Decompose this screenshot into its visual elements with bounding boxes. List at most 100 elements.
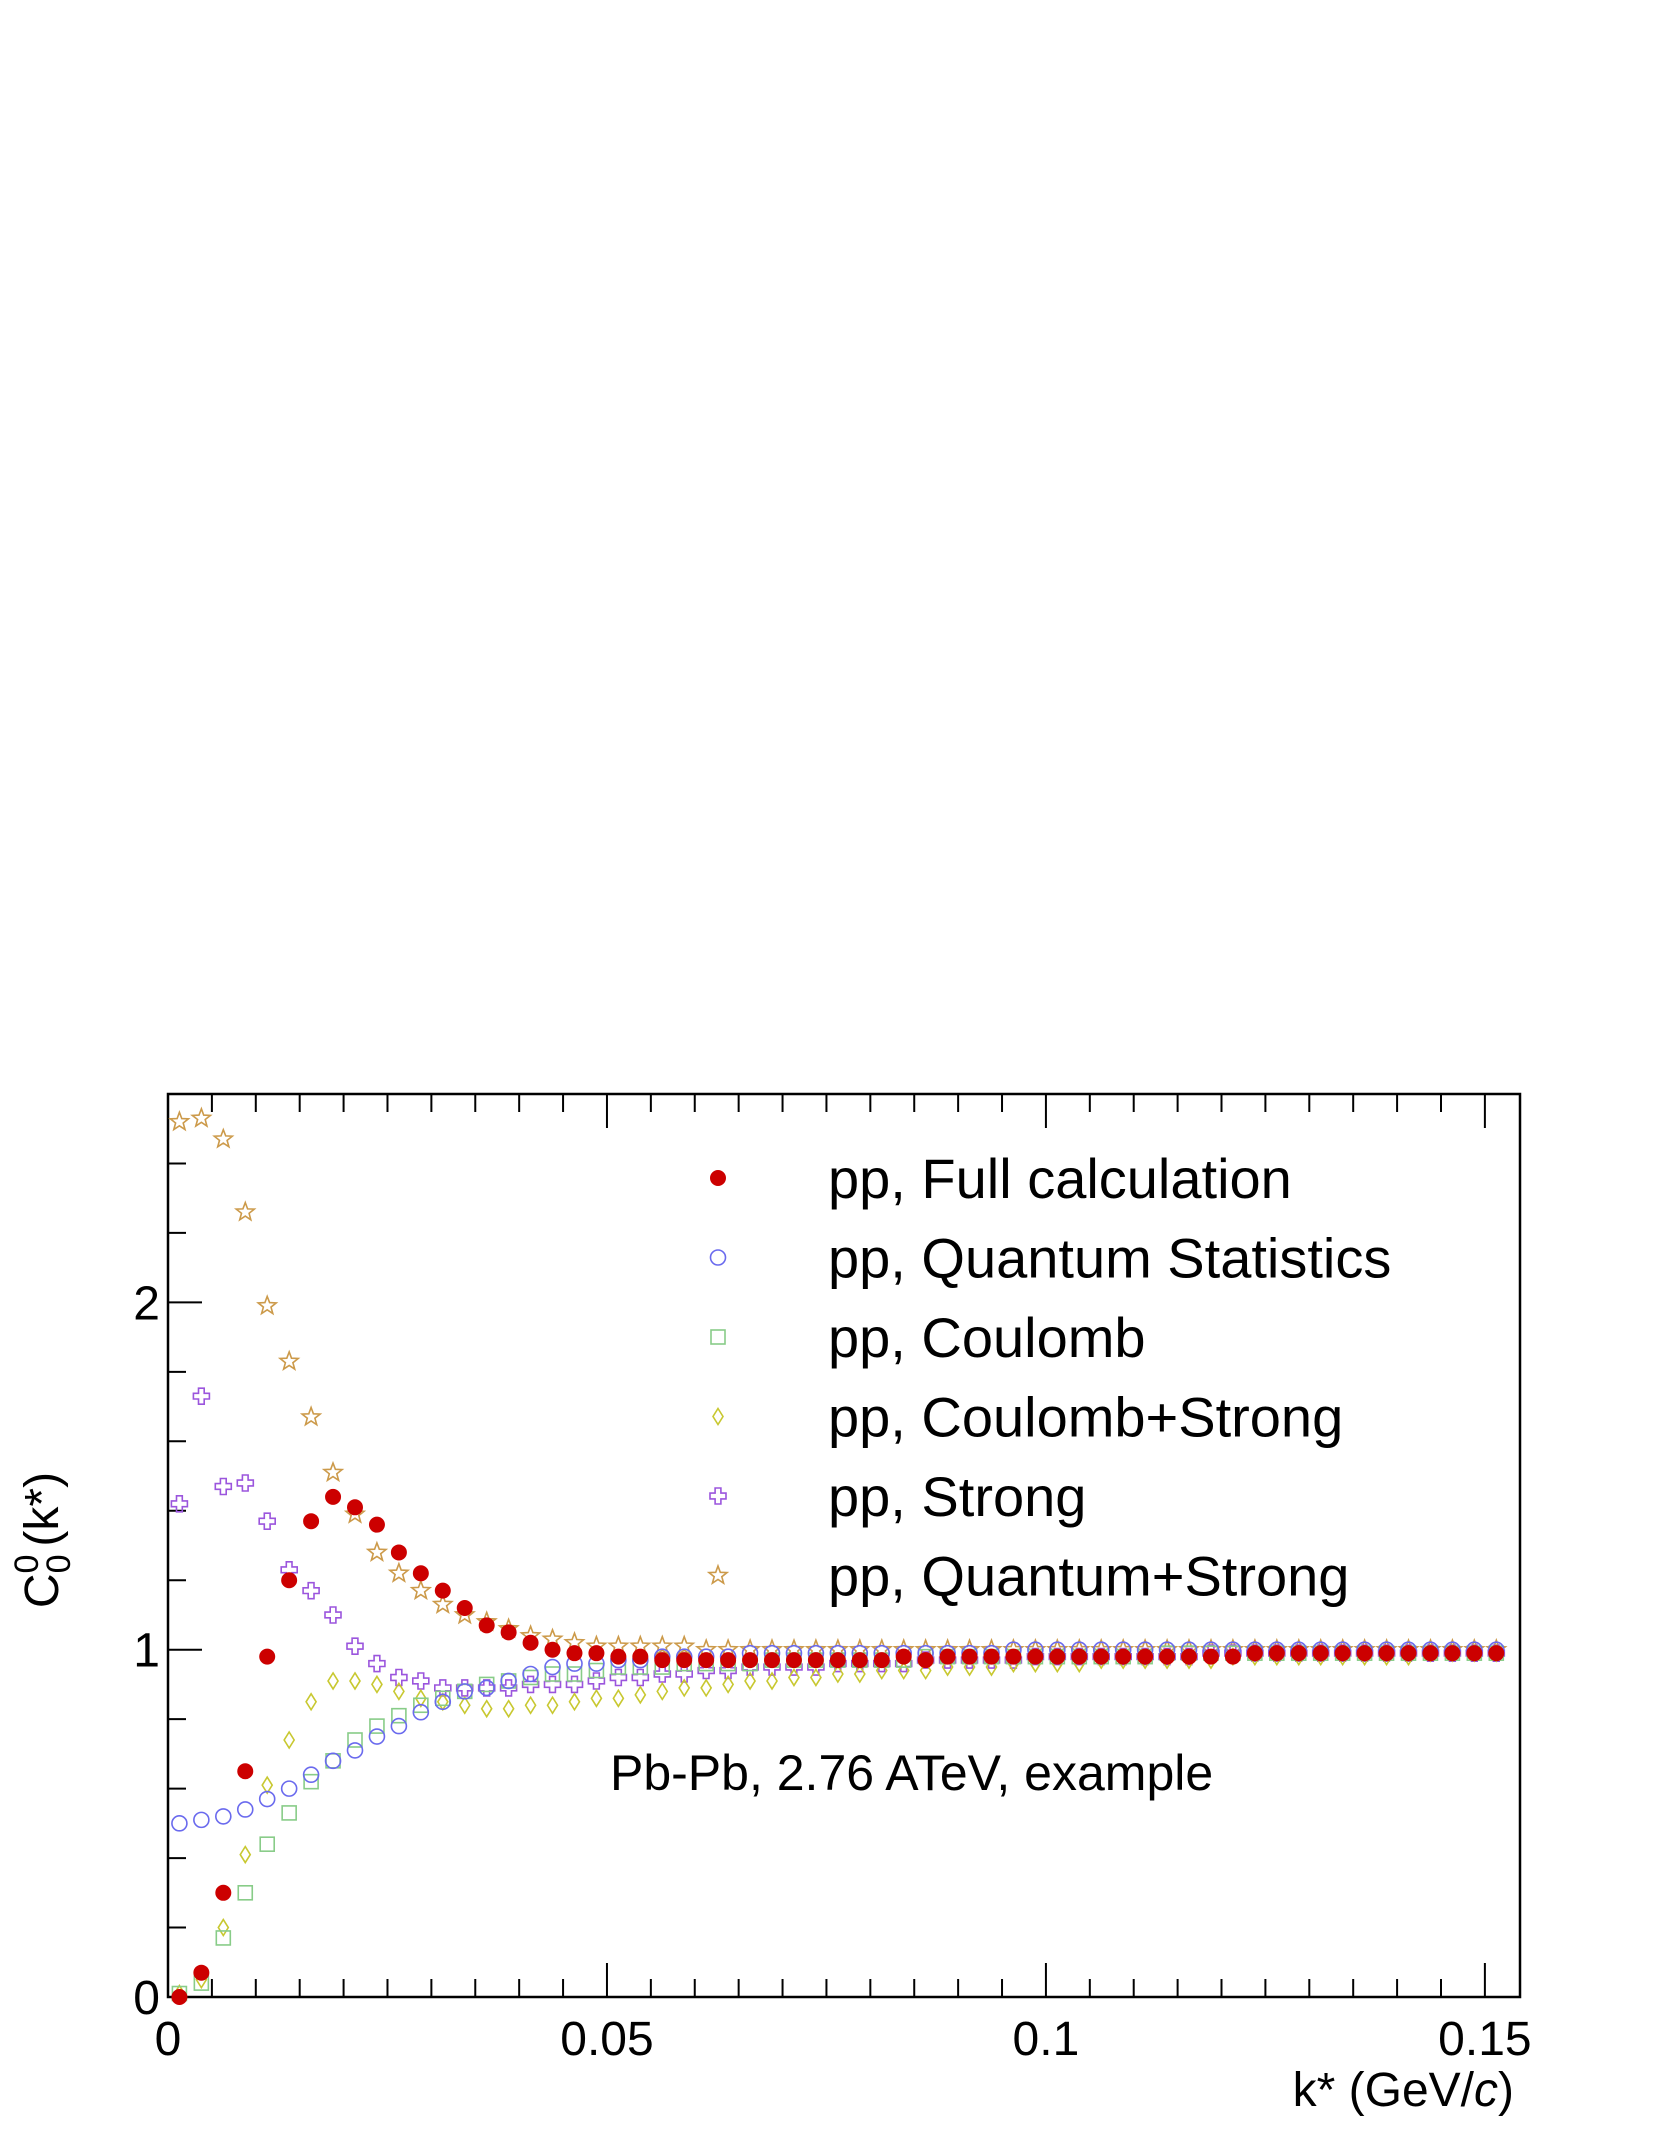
data-point [346, 1742, 364, 1759]
data-point [368, 1516, 385, 1533]
data-point [1268, 1645, 1285, 1662]
data-point [1312, 1645, 1329, 1662]
data-point [369, 1718, 385, 1734]
x-tick-label: 0.15 [1438, 2013, 1531, 2066]
data-point [302, 1581, 320, 1600]
data-point [873, 1652, 890, 1669]
data-point [256, 1294, 279, 1316]
data-point [215, 1884, 232, 1901]
data-point [588, 1645, 605, 1662]
data-point [1356, 1645, 1373, 1662]
data-point [853, 1664, 866, 1684]
data-point [522, 1665, 539, 1683]
data-point [766, 1671, 778, 1691]
data-point [299, 1405, 323, 1427]
y-tick-label: 1 [133, 1625, 160, 1678]
data-point [722, 1674, 735, 1694]
data-point [1422, 1645, 1439, 1662]
data-point [302, 1766, 320, 1784]
legend-marker [706, 1563, 730, 1586]
data-point [390, 1544, 407, 1561]
data-point [305, 1692, 318, 1712]
data-point [433, 1679, 452, 1697]
series-2 [171, 1645, 1505, 2002]
data-point [654, 1652, 671, 1669]
x-tick-label: 0.05 [560, 2013, 653, 2066]
data-point [478, 1617, 495, 1634]
data-point [324, 1606, 342, 1624]
legend-label: pp, Coulomb [828, 1306, 1146, 1369]
data-point [215, 1930, 232, 1946]
x-tick-label: 0.1 [1013, 2013, 1080, 2066]
data-point [1488, 1645, 1505, 1662]
data-point [281, 1805, 297, 1821]
legend-marker [710, 1329, 726, 1345]
data-point [612, 1688, 625, 1708]
data-point [434, 1582, 451, 1599]
data-point [303, 1773, 319, 1790]
data-point [1071, 1648, 1088, 1665]
data-point [431, 1592, 454, 1615]
data-point [565, 1675, 584, 1694]
plot-frame [166, 1092, 1522, 1999]
data-point [1115, 1648, 1132, 1665]
axis-ticks [167, 1093, 1486, 1998]
data-point [346, 1637, 364, 1655]
data-point [283, 1730, 296, 1750]
data-point [168, 1110, 191, 1132]
data-point [1005, 1648, 1022, 1665]
data-point [544, 1658, 561, 1676]
data-point [546, 1695, 559, 1715]
data-point [983, 1648, 1000, 1665]
data-point [698, 1652, 715, 1669]
data-point [190, 1106, 213, 1128]
data-point [744, 1671, 757, 1691]
data-point [1181, 1648, 1198, 1665]
data-point [327, 1671, 339, 1691]
data-point [651, 1634, 674, 1656]
data-point [653, 1665, 672, 1683]
data-point [346, 1499, 363, 1516]
data-point [258, 1512, 277, 1530]
data-point [676, 1652, 693, 1669]
legend-label: pp, Coulomb+Strong [828, 1386, 1343, 1449]
data-point [656, 1681, 669, 1701]
data-point [391, 1707, 407, 1724]
data-point [277, 1349, 301, 1371]
data-point [1444, 1645, 1461, 1662]
data-point [387, 1561, 411, 1583]
data-point [587, 1672, 606, 1690]
data-point [1290, 1645, 1307, 1662]
data-point [411, 1672, 430, 1690]
data-point [1246, 1645, 1263, 1662]
data-point [764, 1652, 781, 1669]
data-point [259, 1648, 276, 1665]
data-point [807, 1652, 824, 1669]
data-point [192, 1387, 211, 1405]
data-point [456, 1600, 473, 1617]
data-point [412, 1565, 429, 1582]
data-point [829, 1652, 846, 1669]
data-point [719, 1661, 737, 1680]
data-point [678, 1678, 691, 1698]
data-point [193, 1964, 210, 1981]
legend-marker [710, 1170, 726, 1186]
data-point [325, 1488, 342, 1505]
data-point [324, 1752, 342, 1770]
data-point [1027, 1648, 1044, 1665]
data-point [1334, 1645, 1351, 1662]
series-0 [171, 1488, 1505, 2005]
data-point [171, 1815, 188, 1832]
data-point [631, 1668, 650, 1687]
data-point [544, 1641, 561, 1658]
data-point [673, 1634, 696, 1656]
data-point [409, 1578, 433, 1601]
data-point [831, 1664, 844, 1684]
data-point [742, 1652, 759, 1669]
legend-label: pp, Strong [828, 1465, 1086, 1528]
chart-annotation: Pb-Pb, 2.76 ATeV, example [610, 1745, 1213, 1801]
data-point [502, 1699, 515, 1719]
data-point [1049, 1648, 1066, 1665]
data-point [500, 1672, 517, 1690]
data-point [697, 1661, 716, 1680]
